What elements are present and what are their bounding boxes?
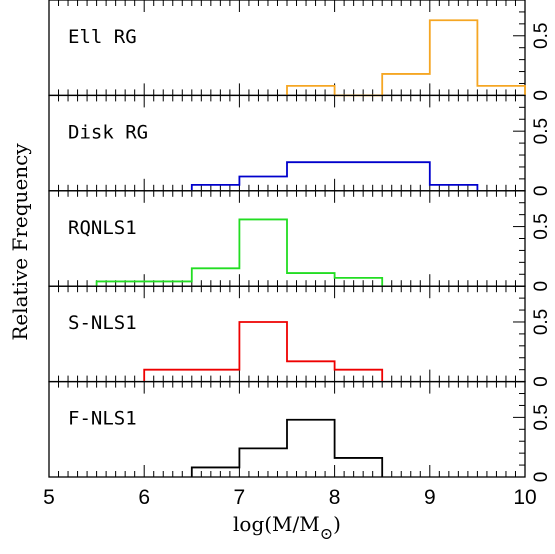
- panel-5: 0 0.5 F-NLS1: [48, 380, 552, 483]
- y-tick-label: 0: [531, 376, 552, 387]
- y-tick-label: 0: [531, 186, 552, 197]
- histogram-series: [286, 19, 526, 97]
- histogram-series: [95, 218, 384, 287]
- x-tick-label: 7: [234, 486, 246, 509]
- y-axis-label: Relative Frequency: [8, 143, 32, 341]
- y-tick-label: 0.5: [531, 309, 552, 335]
- x-tick-label: 5: [43, 486, 55, 509]
- y-tick-label: 0.5: [531, 213, 552, 239]
- x-tick-label: 6: [138, 486, 150, 509]
- panel-2: 0 0.5 Disk RG: [48, 94, 552, 197]
- panels-layer: 0 0.5 Ell RG 0 0.5 Disk RG 0 0.5 RQNLS1 0 0.5 S-NLS…: [48, 0, 552, 483]
- histogram-series: [143, 321, 384, 382]
- y-tick-label: 0.5: [531, 404, 552, 430]
- panel-1: 0 0.5 Ell RG: [48, 0, 552, 101]
- panel-label: S-NLS1: [68, 312, 137, 334]
- panel-label: F-NLS1: [68, 408, 137, 430]
- x-tick-label: 9: [424, 486, 436, 509]
- x-axis-label-main: log(M/M: [233, 512, 320, 536]
- panel-3: 0 0.5 RQNLS1: [48, 190, 552, 292]
- panel-4: 0 0.5 S-NLS1: [48, 285, 552, 387]
- histogram-series: [190, 418, 384, 477]
- panel-label: Ell RG: [68, 26, 137, 48]
- y-tick-label: 0: [531, 90, 552, 101]
- x-tick-labels: 5 6 7 8 9 10: [43, 486, 537, 509]
- histogram-series: [190, 161, 479, 191]
- y-tick-label: 0: [531, 472, 552, 483]
- y-tick-label: 0.5: [531, 23, 552, 49]
- x-axis-label-close: ): [333, 512, 341, 536]
- x-axis-label-subscript: ⊙: [320, 524, 333, 543]
- panel-label: Disk RG: [68, 121, 148, 143]
- x-tick-label: 8: [329, 486, 341, 509]
- x-axis-label: log(M/M⊙): [233, 512, 341, 543]
- panel-label: RQNLS1: [68, 217, 137, 239]
- y-tick-label: 0: [531, 281, 552, 292]
- y-tick-label: 0.5: [531, 118, 552, 144]
- x-tick-label: 10: [513, 486, 536, 509]
